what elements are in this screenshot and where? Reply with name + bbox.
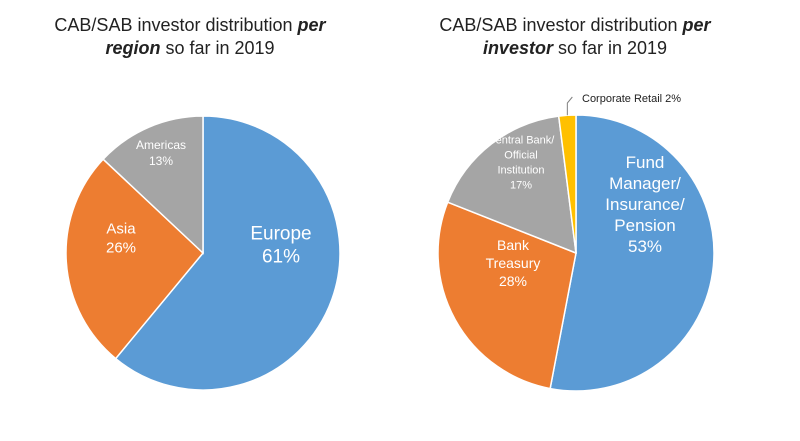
callout-label: Corporate Retail 2% xyxy=(582,93,681,105)
pie-slice-1-1 xyxy=(437,201,577,390)
slice-label-1-0: Fund Manager/Insurance/Pension 53% xyxy=(605,153,685,256)
slice-label-0-2: Americas 13% xyxy=(136,138,186,168)
slice-label-1-2: Central Bank/Official Institution 17% xyxy=(488,135,556,192)
pie-slice-1-2 xyxy=(446,115,577,255)
pie-slice-0-0 xyxy=(114,115,341,391)
pie-slice-0-2 xyxy=(102,115,204,255)
slice-label-1-1: Bank Treasury 28% xyxy=(486,237,541,289)
pie-slice-1-0 xyxy=(549,114,715,392)
callout-leader-line xyxy=(566,96,573,116)
slice-label-0-0: Europe 61% xyxy=(250,224,311,268)
chart-title-investor: CAB/SAB investor distribution per invest… xyxy=(439,15,711,58)
slice-label-0-1: Asia 26% xyxy=(106,221,136,257)
pie-slice-0-1 xyxy=(65,158,205,360)
chart-title-region: CAB/SAB investor distribution per region… xyxy=(54,15,326,58)
